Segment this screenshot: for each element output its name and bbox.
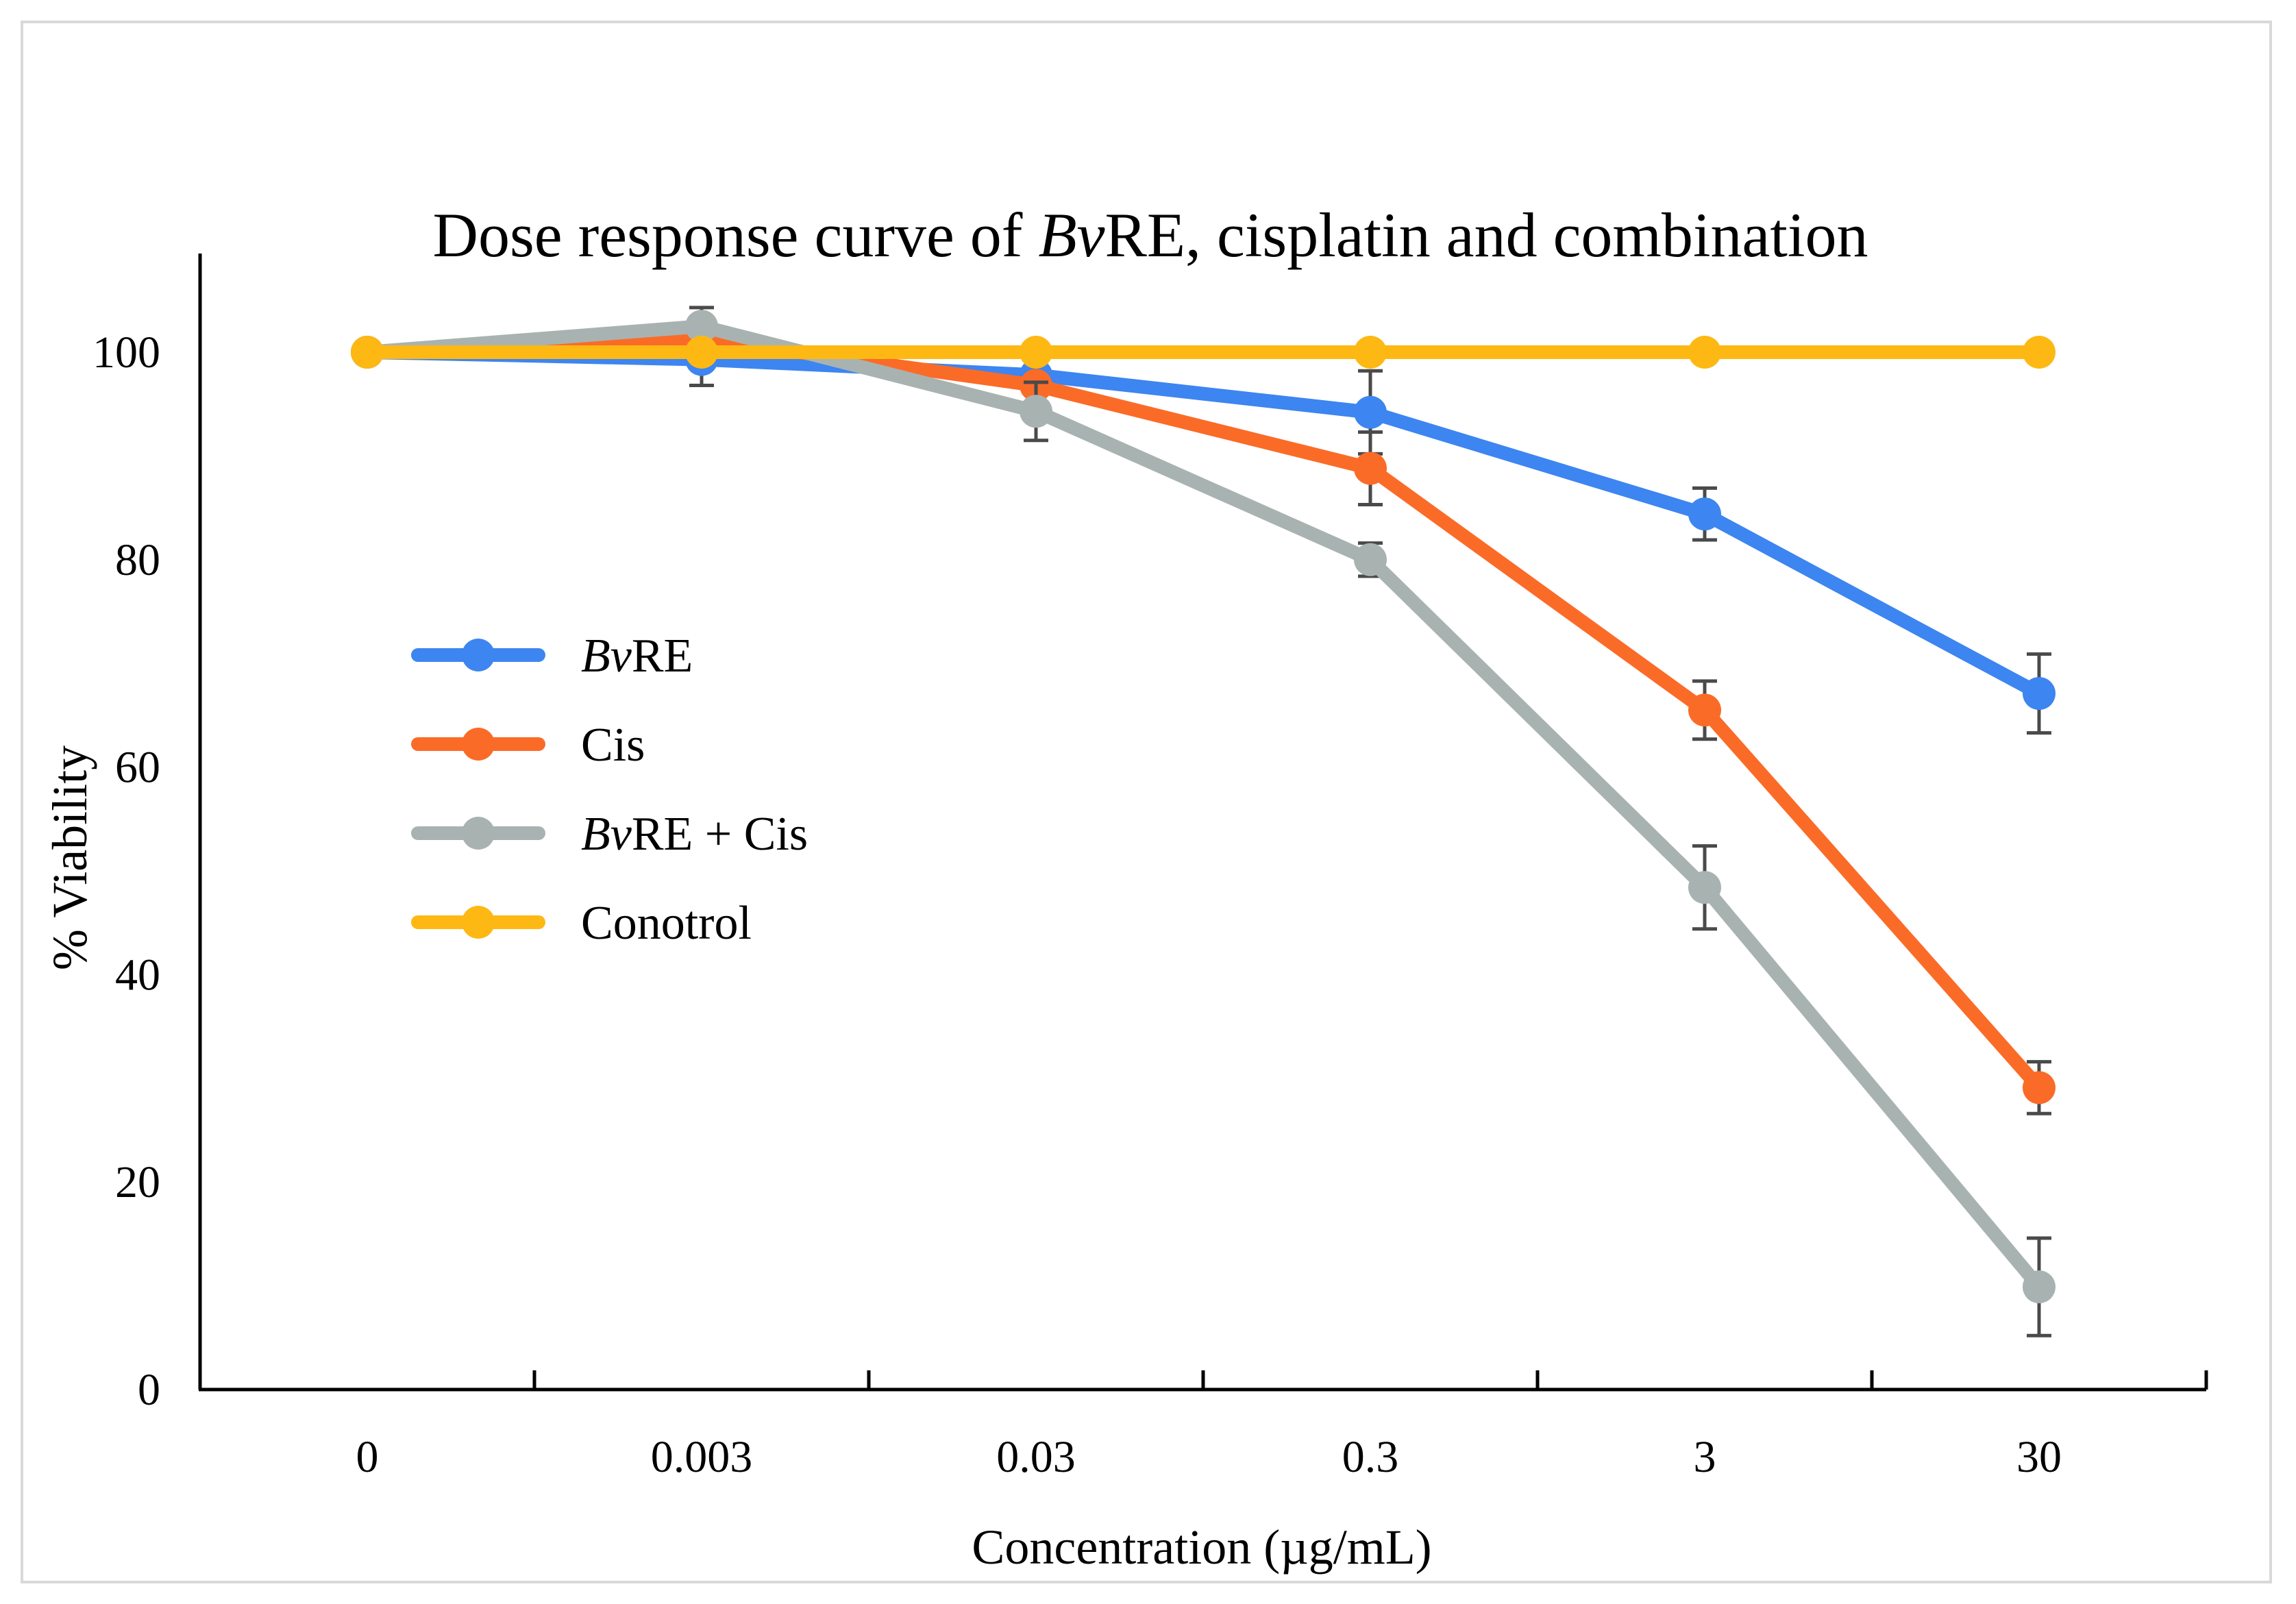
x-axis-label: Concentration (µg/mL) (972, 1520, 1431, 1575)
legend-label: BvRE + Cis (581, 808, 808, 861)
x-tick-label: 0.03 (996, 1432, 1076, 1482)
legend-label: BvRE (581, 630, 693, 682)
x-tick-label: 0 (356, 1432, 379, 1482)
data-point (1688, 497, 1721, 531)
data-point (2023, 677, 2056, 711)
y-tick-label: 40 (115, 950, 160, 1000)
data-point (351, 336, 384, 369)
x-tick-label: 30 (2016, 1432, 2062, 1482)
y-tick-label: 100 (92, 328, 160, 378)
legend-label-italic: Bv (581, 808, 632, 861)
series-conotrol (351, 336, 2056, 369)
x-tick-label: 3 (1694, 1432, 1716, 1482)
data-point (2023, 1270, 2056, 1304)
data-point (2023, 336, 2056, 369)
legend-item: Cis (411, 719, 645, 772)
legend-swatch-marker (462, 906, 495, 939)
plot-area (351, 306, 2056, 1337)
series-line (360, 332, 2046, 1095)
data-point (1688, 693, 1721, 727)
legend-label-rest: Conotrol (581, 897, 752, 950)
series-line (360, 319, 2046, 1294)
legend-item: BvRE (411, 630, 693, 682)
data-point (2023, 1071, 2056, 1105)
y-tick-label: 20 (115, 1157, 160, 1207)
legend-label-rest: RE (632, 630, 693, 682)
legend-label-italic: Bv (581, 630, 632, 682)
data-point (1354, 336, 1387, 369)
x-tick-label: 0.003 (651, 1432, 753, 1482)
legend-item: Conotrol (411, 897, 752, 950)
chart-title-part-1: Dose response curve of (433, 200, 1039, 270)
data-point (1020, 395, 1052, 428)
y-tick-label: 60 (115, 743, 160, 793)
legend-item: BvRE + Cis (411, 808, 808, 861)
legend-label: Cis (581, 719, 645, 772)
chart-title: Dose response curve of BvRE, cisplatin a… (433, 200, 1868, 270)
x-tick-label: 0.3 (1342, 1432, 1399, 1482)
data-point (685, 310, 718, 343)
axes: 0 20 40 60 80 100 0 0.003 0.03 0.3 3 30 (92, 254, 2208, 1482)
data-point (685, 336, 718, 369)
legend-label-rest: RE + Cis (632, 808, 808, 861)
data-point (1020, 336, 1052, 369)
chart-container: Dose response curve of BvRE, cisplatin a… (21, 21, 2272, 1583)
data-point (1354, 543, 1387, 576)
legend-swatch-marker (462, 639, 495, 671)
data-point (1354, 395, 1387, 429)
data-point (1688, 871, 1721, 904)
y-axis-label: % Viability (42, 745, 97, 970)
chart-title-part-2: RE, cisplatin and combination (1104, 200, 1868, 270)
data-point (1688, 336, 1721, 369)
legend-label: Conotrol (581, 897, 752, 950)
data-point (1354, 452, 1387, 485)
chart-svg: Dose response curve of BvRE, cisplatin a… (42, 200, 2208, 1575)
legend-label-rest: Cis (581, 719, 645, 772)
legend-swatch-marker (462, 728, 495, 761)
y-tick-label: 80 (115, 535, 160, 585)
chart-title-italic: Bv (1038, 200, 1104, 270)
legend-swatch-marker (462, 817, 495, 850)
y-tick-label: 0 (138, 1365, 160, 1415)
